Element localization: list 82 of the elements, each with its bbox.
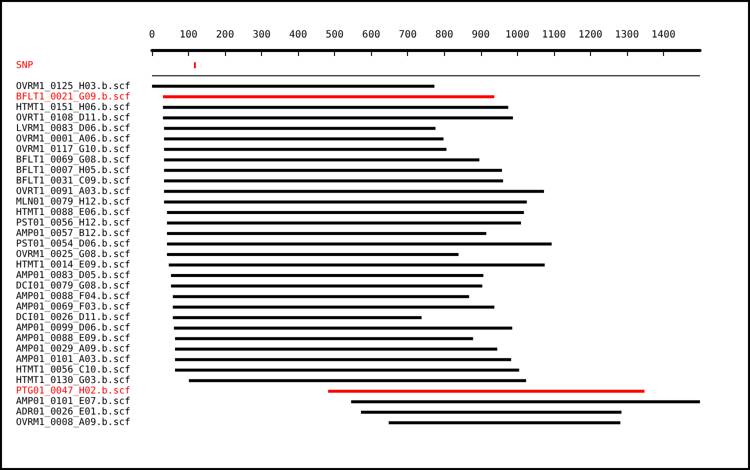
y-tick-label: HTMT1_0056_C10.b.scf	[16, 364, 130, 376]
bar	[175, 358, 512, 362]
bar	[162, 95, 494, 98]
x-tick-label: 600	[362, 30, 380, 40]
y-tick-label: PST01_0054_D06.b.scf	[16, 238, 130, 250]
y-tick-label: PST01_0056_H12.b.scf	[16, 217, 130, 228]
bar	[166, 221, 521, 224]
x-tick-label: 700	[398, 30, 417, 40]
y-tick-label: OVRM1_0001_A06.b.scf	[16, 133, 130, 144]
y-tick-label: AMP01_0029_A09.b.scf	[16, 344, 130, 355]
bar	[188, 379, 526, 382]
y-tick-label: AMP01_0088_E09.b.scf	[16, 333, 130, 344]
bar	[166, 210, 524, 214]
bar	[164, 168, 502, 172]
y-tick-label: HTMT1_0130_G03.b.scf	[16, 375, 130, 386]
bar	[164, 148, 446, 151]
bar	[164, 190, 544, 193]
bar	[166, 232, 486, 235]
x-tick-label: 1400	[651, 30, 676, 40]
y-tick-label: MLN01_0079_H12.b.scf	[16, 196, 130, 208]
bar	[328, 390, 644, 393]
bar	[164, 179, 504, 182]
bar	[351, 400, 700, 404]
x-tick-label: 300	[252, 30, 271, 40]
y-tick-label: HTMT1_0151_H06.b.scf	[16, 102, 130, 113]
y-tick-label: OVRT1_0108_D11.b.scf	[16, 112, 130, 124]
y-tick-label: OVRM1_0025_G08.b.scf	[16, 249, 130, 260]
y-tick-label: LVRM1_0083_D06.b.scf	[16, 122, 130, 134]
bar	[174, 326, 512, 330]
y-tick-label: AMP01_0101_A03.b.scf	[16, 354, 130, 366]
y-tick-label: OVRM1_0117_G10.b.scf	[16, 144, 130, 155]
bar	[168, 264, 545, 267]
y-tick-label: AMP01_0101_E07.b.scf	[16, 396, 130, 408]
bar	[175, 348, 498, 351]
bar	[172, 316, 422, 320]
y-tick-label: BFLT1_0069_G08.b.scf	[16, 154, 130, 166]
y-tick-label: AMP01_0099_D06.b.scf	[16, 322, 130, 334]
bar	[360, 410, 622, 414]
bar	[162, 106, 508, 109]
x-tick-label: 1300	[614, 30, 639, 40]
y-tick-label: AMP01_0083_D05.b.scf	[16, 270, 130, 282]
y-tick-label: AMP01_0057_B12.b.scf	[16, 228, 130, 239]
x-tick-label: 800	[435, 30, 454, 40]
y-tick-label: DCI01_0026_D11.b.scf	[16, 312, 130, 324]
x-tick-label: 0	[148, 30, 156, 40]
x-tick-label: 100	[180, 30, 198, 40]
x-tick-label: 1200	[578, 30, 602, 40]
bar	[388, 421, 620, 424]
x-tick-label: 200	[216, 30, 234, 40]
y-tick-label: SNP	[16, 60, 34, 71]
bar	[164, 200, 527, 204]
y-tick-label: OVRT1_0091_A03.b.scf	[16, 186, 130, 197]
bar	[164, 137, 444, 140]
bar	[175, 368, 520, 372]
bar	[175, 337, 474, 340]
bar	[172, 306, 494, 309]
y-tick-label: BFLT1_0021_G09.b.scf	[16, 91, 130, 102]
y-tick-label: AMP01_0069_F03.b.scf	[16, 302, 130, 313]
bar	[164, 126, 436, 130]
bar	[172, 295, 470, 298]
x-tick-label: 900	[472, 30, 490, 40]
bar	[170, 284, 482, 288]
y-tick-label: PTG01_0047_H02.b.scf	[16, 386, 130, 397]
y-tick-label: HTMT1_0014_E09.b.scf	[16, 260, 130, 271]
y-tick-label: DCI01_0079_G08.b.scf	[16, 280, 130, 292]
bar	[152, 84, 434, 88]
y-tick-label: ADR01_0026_E01.b.scf	[16, 406, 130, 418]
y-tick-label: BFLT1_0031_C09.b.scf	[16, 175, 130, 186]
bar	[166, 242, 552, 246]
y-tick-label: BFLT1_0007_H05.b.scf	[16, 164, 130, 176]
x-tick-label: 1000	[505, 30, 530, 40]
bar	[164, 158, 480, 162]
x-tick-label: 400	[289, 30, 308, 40]
x-tick-label: 1100	[542, 30, 566, 40]
bar	[166, 253, 459, 256]
y-tick-label: HTMT1_0088_E06.b.scf	[16, 206, 130, 218]
y-tick-label: OVRM1_0008_A09.b.scf	[16, 417, 130, 428]
y-tick-label: AMP01_0088_F04.b.scf	[16, 291, 130, 302]
x-tick-label: 500	[326, 30, 344, 40]
bar	[170, 274, 484, 278]
bar	[162, 116, 513, 120]
y-tick-label: OVRM1_0125_H03.b.scf	[16, 80, 130, 92]
